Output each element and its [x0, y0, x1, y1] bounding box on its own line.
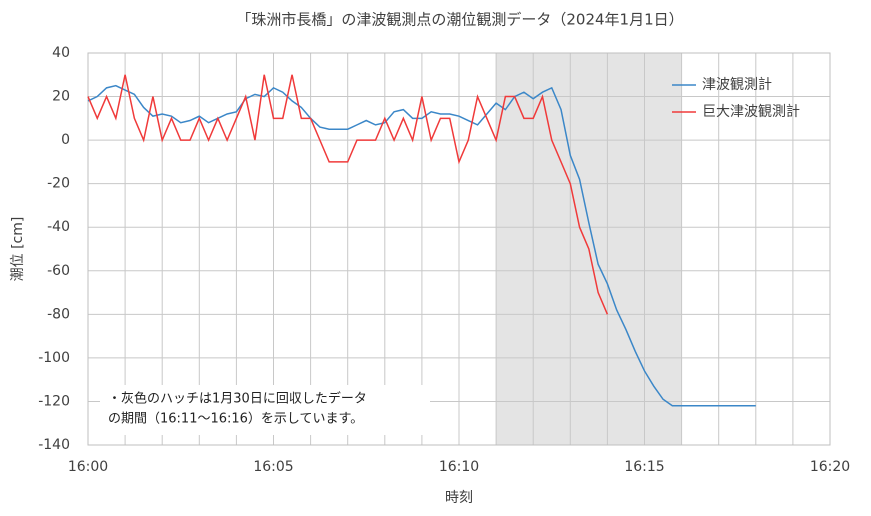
legend-label: 巨大津波観測計 [702, 103, 800, 120]
data-line [87, 74, 609, 315]
data-line [87, 84, 756, 407]
y-tick-label: -20 [47, 176, 70, 192]
annotation: ・灰色のハッチは1月30日に回収したデータ [108, 391, 367, 407]
x-tick-label: 16:20 [810, 459, 850, 475]
y-tick-label: -40 [47, 219, 70, 235]
annotation-box [100, 385, 430, 435]
y-tick-label: 0 [61, 132, 70, 148]
x-tick-label: 16:10 [439, 459, 479, 475]
x-tick-label: 16:15 [624, 459, 664, 475]
x-axis-label: 時刻 [445, 490, 473, 506]
annotation: の期間（16:11～16:16）を示しています。 [108, 412, 363, 427]
plot-border [87, 52, 831, 446]
x-tick-label: 16:00 [68, 459, 108, 475]
x-tick-label: 16:05 [253, 459, 293, 475]
y-tick-label: -60 [47, 263, 70, 279]
legend-label: 津波観測計 [702, 76, 772, 93]
y-tick-label: -120 [38, 393, 70, 409]
y-tick-label: -100 [38, 350, 70, 366]
y-tick-label: -140 [38, 437, 70, 453]
y-axis-label: 潮位 [cm] [10, 217, 26, 282]
y-tick-label: -80 [47, 306, 70, 322]
y-tick-label: 20 [52, 89, 70, 105]
chart-title: 「珠洲市長橋」の津波観測点の潮位観測データ（2024年1月1日） [236, 11, 683, 29]
y-tick-label: 40 [52, 45, 70, 61]
